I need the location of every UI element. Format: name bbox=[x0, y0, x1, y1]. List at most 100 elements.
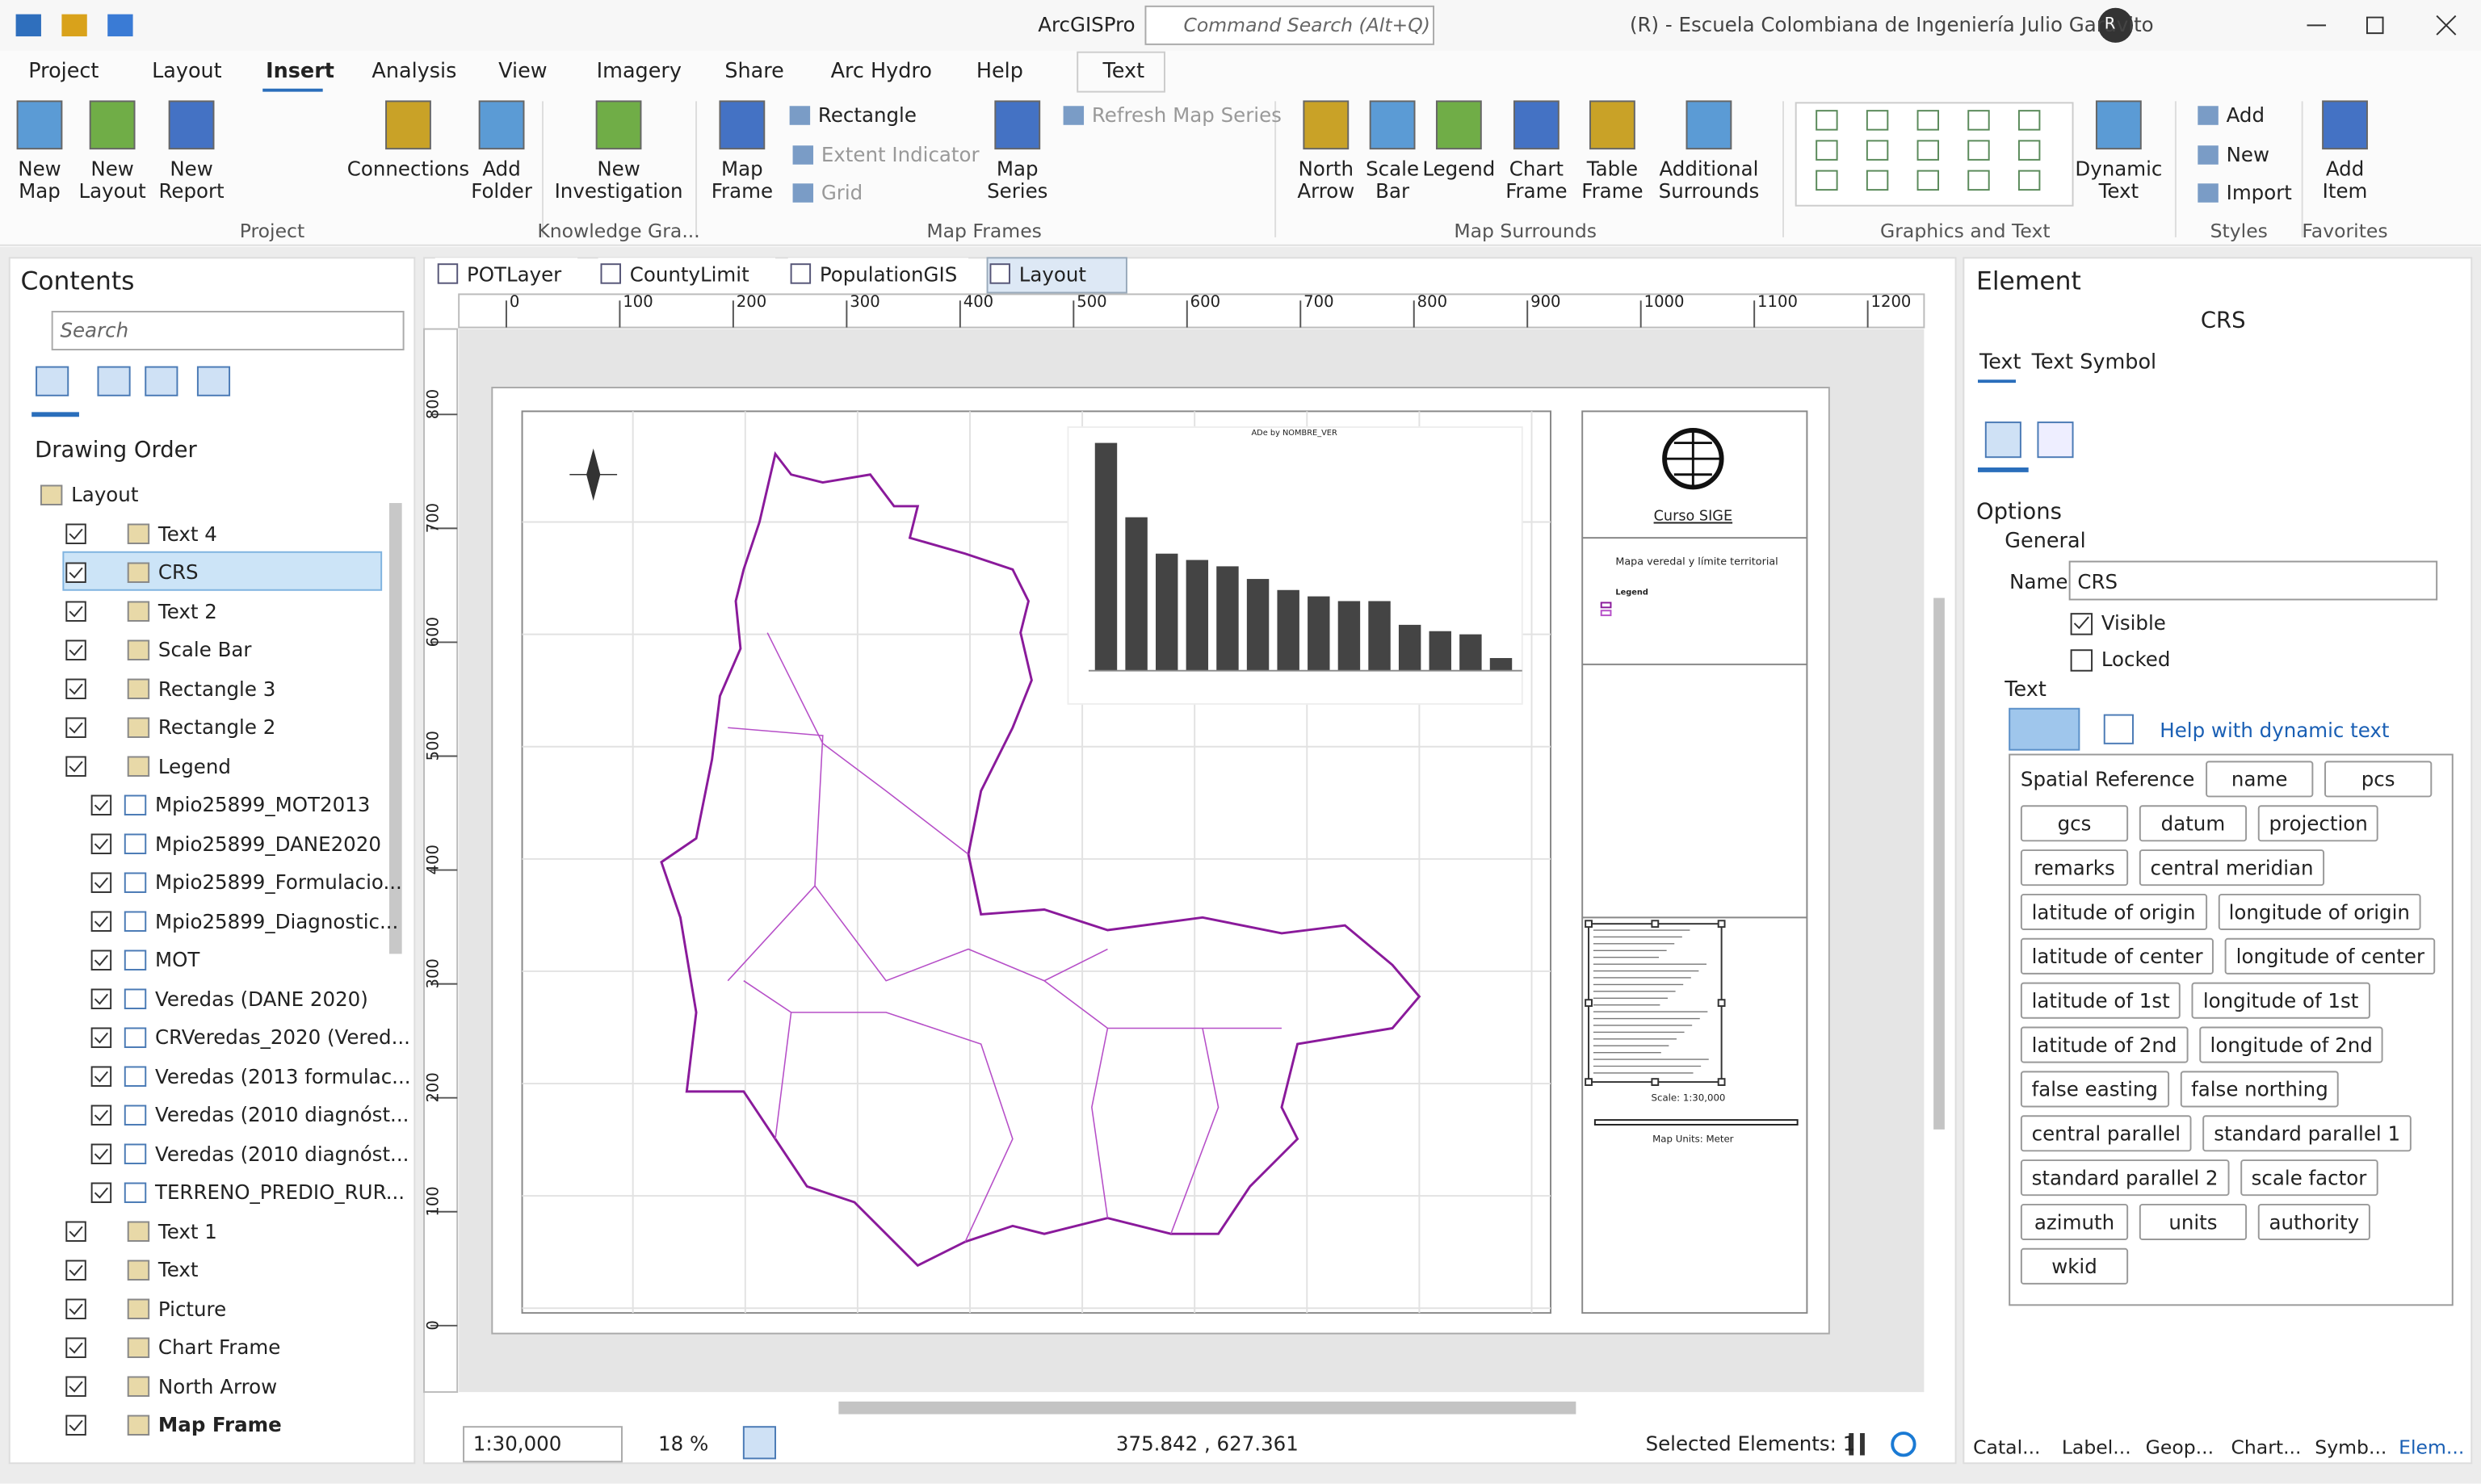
tree-item[interactable]: Rectangle 2 bbox=[157, 715, 276, 739]
chip[interactable]: datum bbox=[2139, 805, 2248, 842]
bottom-tab[interactable]: Elem... bbox=[2399, 1436, 2465, 1459]
ribbon-button[interactable]: Refresh Map Series bbox=[1091, 103, 1282, 127]
view-tab-label[interactable]: CountyLimit bbox=[629, 262, 749, 287]
chip[interactable]: pcs bbox=[2324, 761, 2433, 798]
search-placeholder[interactable]: Search bbox=[60, 317, 129, 342]
bottom-tab[interactable]: Chart... bbox=[2231, 1436, 2302, 1459]
tree-item[interactable]: TERRENO_PREDIO_RUR... bbox=[155, 1180, 405, 1204]
chip[interactable]: gcs bbox=[2020, 805, 2129, 842]
tree-item[interactable]: Picture bbox=[157, 1296, 227, 1320]
chip[interactable]: central parallel bbox=[2020, 1115, 2192, 1152]
chip[interactable]: scale factor bbox=[2240, 1159, 2378, 1197]
ribbon-tab[interactable]: Arc Hydro bbox=[830, 60, 932, 84]
ribbon-button[interactable]: Connections bbox=[346, 156, 470, 181]
ribbon-tab[interactable]: Project bbox=[28, 60, 99, 84]
chip[interactable]: standard parallel 1 bbox=[2202, 1115, 2412, 1152]
ribbon-button[interactable]: Additional Surrounds bbox=[1658, 156, 1760, 203]
element-tab[interactable]: Text bbox=[1979, 350, 2021, 375]
visible-label[interactable]: Visible bbox=[2101, 610, 2166, 635]
tree-item[interactable]: Veredas (DANE 2020) bbox=[155, 986, 368, 1010]
ribbon-button[interactable]: North Arrow bbox=[1297, 156, 1355, 203]
tree-item[interactable]: Veredas (2010 diagnóst... bbox=[155, 1102, 409, 1126]
element-tab[interactable]: Text Symbol bbox=[2031, 350, 2157, 375]
chip[interactable]: longitude of 1st bbox=[2192, 982, 2370, 1019]
ribbon-tab[interactable]: Text bbox=[1102, 60, 1145, 84]
chip[interactable]: latitude of 1st bbox=[2020, 982, 2181, 1019]
ribbon-button[interactable]: New Layout bbox=[78, 156, 146, 203]
chip[interactable]: units bbox=[2139, 1203, 2248, 1241]
ribbon-button[interactable]: Legend bbox=[1422, 156, 1496, 181]
bottom-tab[interactable]: Geop... bbox=[2145, 1436, 2214, 1459]
ribbon-button[interactable]: New Investigation bbox=[554, 156, 683, 203]
ribbon-tab[interactable]: Help bbox=[976, 60, 1023, 84]
view-tab-label[interactable]: Layout bbox=[1018, 262, 1086, 287]
chip[interactable]: authority bbox=[2257, 1203, 2370, 1241]
view-tab-label[interactable]: POTLayer bbox=[466, 262, 562, 287]
ribbon-button[interactable]: Extent Indicator bbox=[821, 142, 980, 166]
ribbon-button[interactable]: Scale Bar bbox=[1366, 156, 1420, 203]
scale-value[interactable]: 1:30,000 bbox=[472, 1432, 562, 1456]
search-text[interactable]: Command Search (Alt+Q) bbox=[1183, 14, 1430, 37]
tree-item[interactable]: Veredas (2013 formulac... bbox=[155, 1063, 411, 1088]
ribbon-button[interactable]: Map Series bbox=[987, 156, 1048, 203]
name-value[interactable]: CRS bbox=[2077, 569, 2118, 593]
chip[interactable]: azimuth bbox=[2020, 1203, 2129, 1241]
ribbon-tab[interactable]: Share bbox=[724, 60, 784, 84]
chip[interactable]: longitude of origin bbox=[2217, 893, 2421, 931]
ribbon-button[interactable]: Import bbox=[2226, 180, 2292, 204]
tree-item[interactable]: Map Frame bbox=[157, 1412, 282, 1436]
chip[interactable]: central meridian bbox=[2139, 849, 2325, 887]
tree-item[interactable]: North Arrow bbox=[157, 1373, 278, 1398]
tree-item[interactable]: Chart Frame bbox=[157, 1335, 281, 1359]
tree-item[interactable]: MOT bbox=[155, 947, 200, 971]
ribbon-button[interactable]: Add Item bbox=[2322, 156, 2368, 203]
ribbon-button[interactable]: Grid bbox=[821, 180, 863, 204]
chip[interactable]: name bbox=[2206, 761, 2314, 798]
tree-item[interactable]: Text 1 bbox=[157, 1218, 217, 1243]
ribbon-tab[interactable]: Analysis bbox=[372, 60, 457, 84]
tree-item[interactable]: Scale Bar bbox=[157, 637, 252, 661]
ribbon-tab[interactable]: Imagery bbox=[596, 60, 682, 84]
tree-item[interactable]: Text 2 bbox=[157, 598, 217, 623]
bottom-tab[interactable]: Label... bbox=[2061, 1436, 2131, 1459]
tree-item[interactable]: Layout bbox=[71, 482, 139, 506]
chip[interactable]: latitude of center bbox=[2020, 937, 2214, 975]
chip[interactable]: standard parallel 2 bbox=[2020, 1159, 2230, 1197]
ribbon-button[interactable]: New bbox=[2226, 142, 2270, 166]
tree-item[interactable]: Rectangle 3 bbox=[157, 676, 276, 700]
ribbon-button[interactable]: New Map bbox=[18, 156, 61, 203]
chip[interactable]: false northing bbox=[2180, 1071, 2340, 1108]
tree-item[interactable]: Veredas (2010 diagnóst... bbox=[155, 1141, 409, 1165]
help-link[interactable]: Help with dynamic text bbox=[2160, 718, 2390, 742]
ribbon-tab[interactable]: Layout bbox=[152, 60, 222, 84]
tree-item[interactable]: Legend bbox=[157, 753, 231, 778]
ribbon-button[interactable]: Map Frame bbox=[711, 156, 774, 203]
ribbon-button[interactable]: Rectangle bbox=[817, 103, 917, 127]
ribbon-tab[interactable]: Insert bbox=[266, 60, 334, 84]
tree-item[interactable]: CRS bbox=[157, 560, 199, 584]
ribbon-button[interactable]: Table Frame bbox=[1581, 156, 1644, 203]
chip[interactable]: latitude of origin bbox=[2020, 893, 2207, 931]
tree-item[interactable]: Text 4 bbox=[157, 521, 217, 545]
zoom-value[interactable]: 18 % bbox=[658, 1432, 709, 1456]
chip[interactable]: longitude of center bbox=[2224, 937, 2436, 975]
view-tab-label[interactable]: PopulationGIS bbox=[819, 262, 958, 287]
tree-item[interactable]: Text bbox=[157, 1257, 199, 1281]
chip[interactable]: remarks bbox=[2020, 849, 2129, 887]
ribbon-button[interactable]: Add Folder bbox=[471, 156, 532, 203]
tree-item[interactable]: Mpio25899_MOT2013 bbox=[155, 792, 371, 816]
tree-item[interactable]: Mpio25899_Diagnostic... bbox=[155, 908, 399, 933]
bottom-tab[interactable]: Catal... bbox=[1973, 1436, 2041, 1459]
ribbon-button[interactable]: Dynamic Text bbox=[2075, 156, 2163, 203]
chip[interactable]: longitude of 2nd bbox=[2198, 1026, 2384, 1063]
tree-item[interactable]: Mpio25899_Formulacio... bbox=[155, 870, 402, 894]
chip[interactable]: false easting bbox=[2020, 1071, 2169, 1108]
bottom-tab[interactable]: Symb... bbox=[2315, 1436, 2387, 1459]
ribbon-button[interactable]: Add bbox=[2226, 103, 2265, 127]
ribbon-button[interactable]: New Report bbox=[158, 156, 225, 203]
chip[interactable]: wkid bbox=[2020, 1247, 2129, 1285]
chip[interactable]: projection bbox=[2257, 805, 2379, 842]
locked-label[interactable]: Locked bbox=[2101, 647, 2171, 671]
avatar-text[interactable]: R bbox=[2104, 15, 2116, 34]
ribbon-button[interactable]: Chart Frame bbox=[1505, 156, 1568, 203]
